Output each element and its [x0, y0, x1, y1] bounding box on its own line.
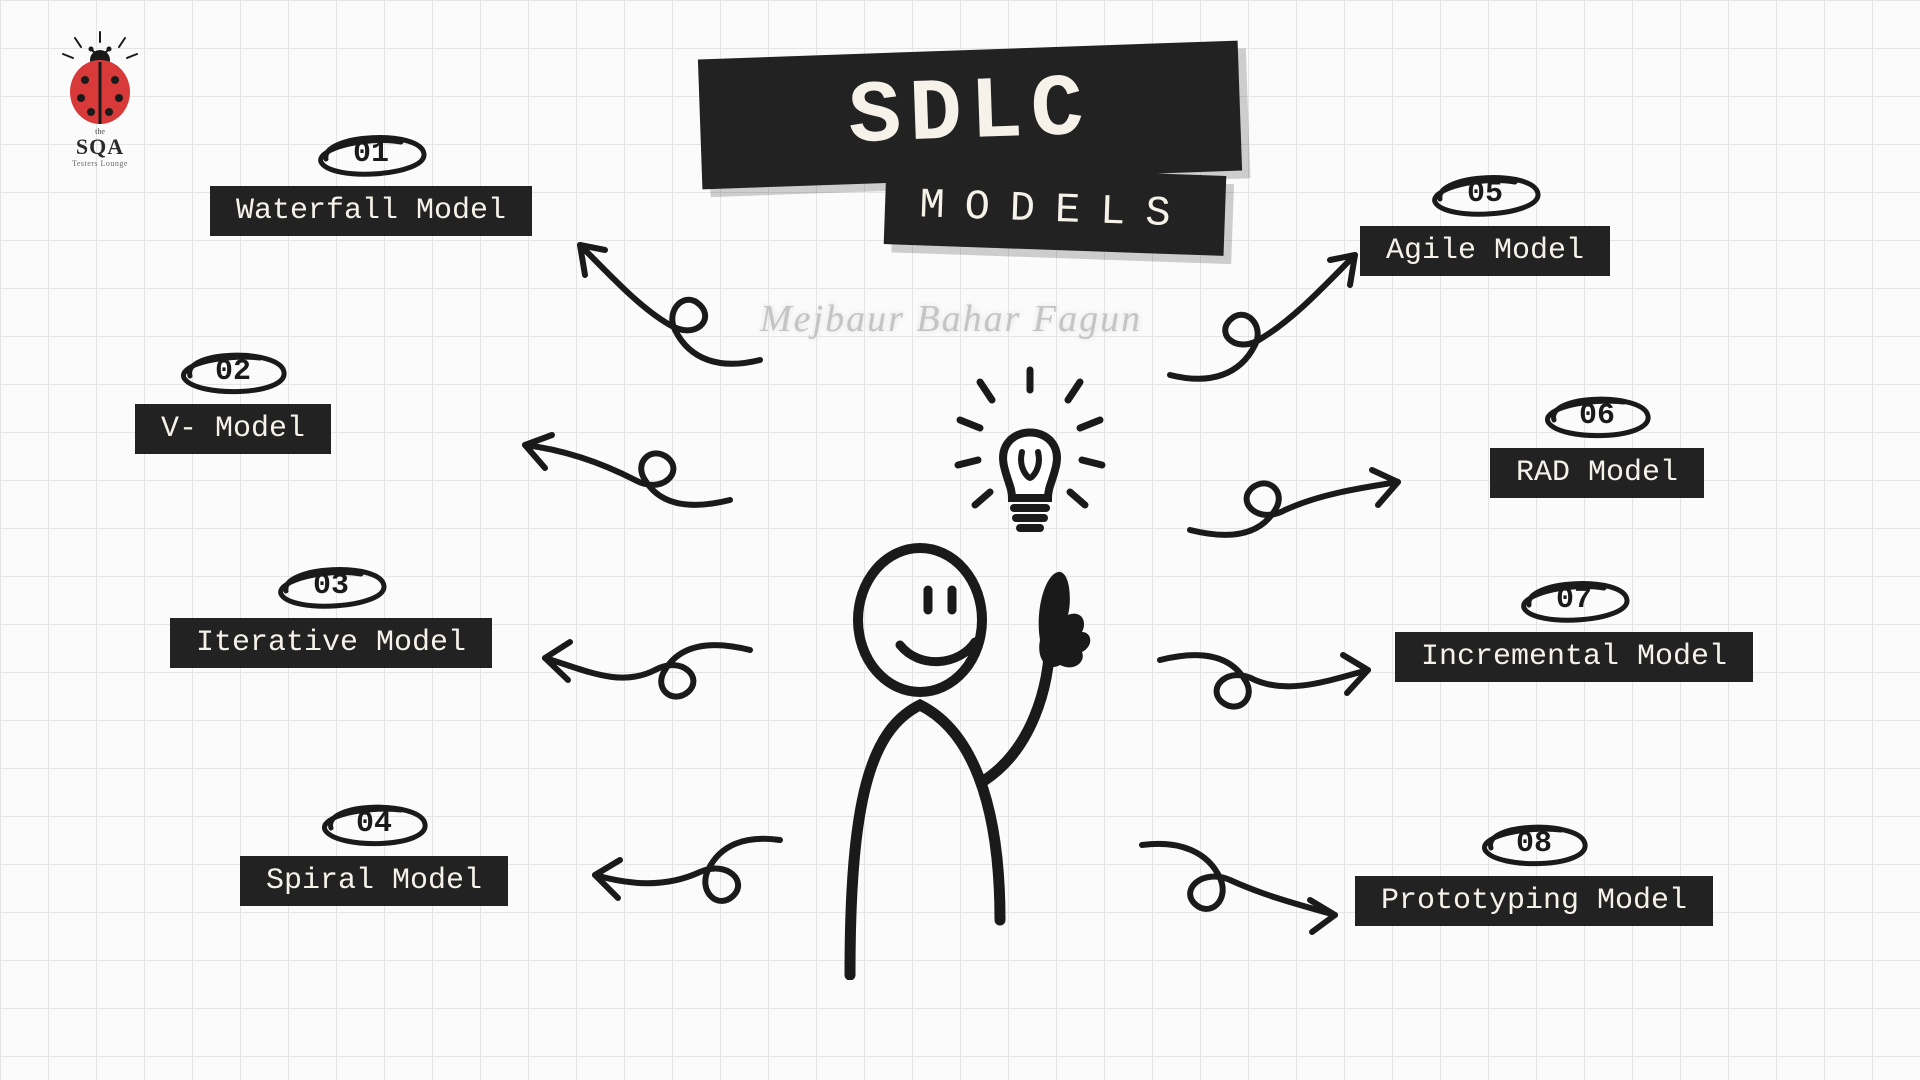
model-01: 01 Waterfall Model	[210, 130, 532, 236]
model-05-number: 05	[1467, 179, 1503, 209]
model-04: 04 Spiral Model	[240, 800, 508, 906]
model-03: 03 Iterative Model	[170, 562, 492, 668]
arrow-to-05	[1160, 240, 1370, 390]
model-02-number-wrap: 02	[215, 348, 251, 396]
model-05-number-wrap: 05	[1467, 170, 1503, 218]
model-03-number: 03	[313, 571, 349, 601]
model-02-label: V- Model	[135, 404, 331, 454]
model-02-number: 02	[215, 357, 251, 387]
model-04-number-wrap: 04	[356, 800, 392, 848]
model-06-number-wrap: 06	[1579, 392, 1615, 440]
title-main-text: SDLC	[847, 67, 1093, 163]
author-signature: Mejbaur Bahar Fagun	[760, 300, 1142, 338]
arrow-to-06	[1180, 450, 1410, 560]
model-01-label: Waterfall Model	[210, 186, 532, 236]
arrow-to-01	[560, 230, 780, 380]
model-03-label: Iterative Model	[170, 618, 492, 668]
model-08-number-wrap: 08	[1516, 820, 1552, 868]
arrow-to-07	[1150, 625, 1380, 735]
brand-logo: the SQA Testers Lounge	[40, 30, 160, 168]
logo-main-text: SQA	[40, 136, 160, 158]
title-sub-text: MODELS	[919, 184, 1192, 235]
ladybug-icon	[55, 30, 145, 130]
model-03-number-wrap: 03	[313, 562, 349, 610]
arrow-to-03	[530, 610, 760, 730]
model-05-label: Agile Model	[1360, 226, 1610, 276]
arrow-to-08	[1130, 830, 1350, 950]
model-08-number: 08	[1516, 829, 1552, 859]
model-08-label: Prototyping Model	[1355, 876, 1713, 926]
model-04-number: 04	[356, 809, 392, 839]
arrow-to-02	[510, 410, 740, 530]
model-01-number-wrap: 01	[353, 130, 389, 178]
model-07-number: 07	[1556, 585, 1592, 615]
model-07-number-wrap: 07	[1556, 576, 1592, 624]
thinker-figure	[800, 360, 1140, 980]
arrow-to-04	[580, 820, 790, 940]
model-01-number: 01	[353, 139, 389, 169]
model-07-label: Incremental Model	[1395, 632, 1753, 682]
model-04-label: Spiral Model	[240, 856, 508, 906]
model-05: 05 Agile Model	[1360, 170, 1610, 276]
model-06: 06 RAD Model	[1490, 392, 1704, 498]
model-08: 08 Prototyping Model	[1355, 820, 1713, 926]
logo-bottom-text: Testers Lounge	[40, 160, 160, 168]
model-02: 02 V- Model	[135, 348, 331, 454]
model-07: 07 Incremental Model	[1395, 576, 1753, 682]
model-06-label: RAD Model	[1490, 448, 1704, 498]
model-06-number: 06	[1579, 401, 1615, 431]
